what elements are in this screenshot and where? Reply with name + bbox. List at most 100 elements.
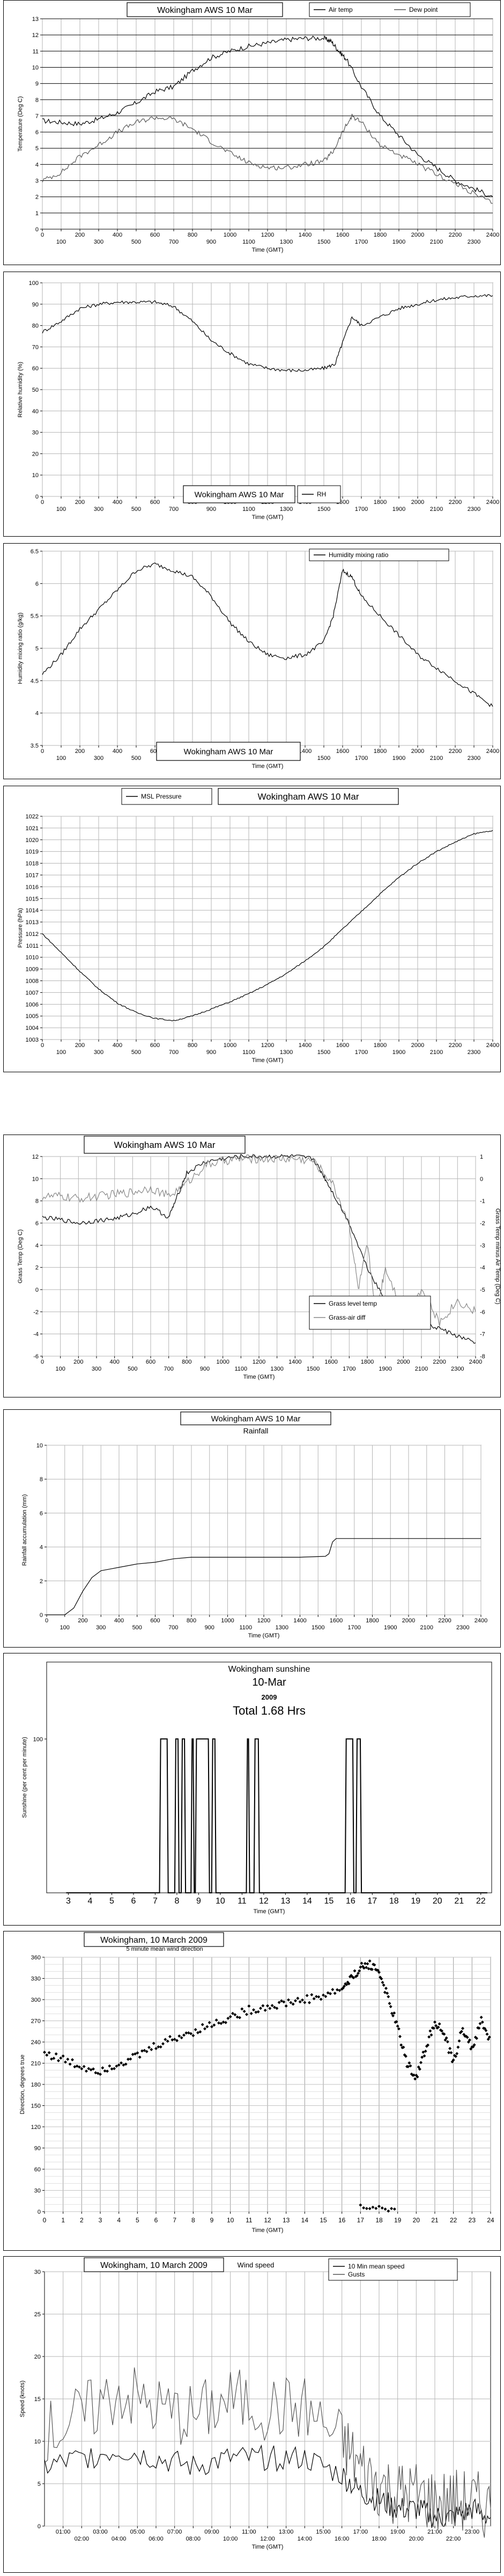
scatter-point [357,1972,360,1975]
x-tick-label: 2100 [415,1366,428,1372]
x-tick-label: 10 [216,1897,225,1906]
x-tick-label: 15:00 [316,2529,331,2535]
x-tick-label: 800 [188,1042,197,1049]
x-tick-label: 18 [389,1897,399,1906]
y-tick-label: 30 [34,2269,41,2275]
x-tick-label: 14:00 [298,2536,313,2542]
x-tick-label: 17 [367,1897,377,1906]
x-axis-label: Time (GMT) [254,1908,285,1915]
chart-subtitle: 5 minute mean wind direction [126,1946,203,1952]
x-tick-label: 2000 [411,748,424,755]
legend-label: Humidity mixing ratio [329,551,389,559]
scatter-point [291,2002,295,2006]
y-tick-label: 300 [31,1997,41,2003]
y-axis-label: Sunshine (per cent per minute) [21,1737,28,1818]
y-tick-label: 30 [32,430,39,436]
x-tick-label: 1400 [299,748,312,755]
scatter-point [358,1969,361,1973]
scatter-point [85,2069,88,2073]
y-tick-label: 1020 [26,837,39,844]
scatter-point [472,2043,476,2047]
scatter-point [399,2043,403,2047]
scatter-point [426,2043,429,2047]
y-tick-label: -6 [33,1353,39,1360]
x-tick-label: 100 [56,755,66,762]
x-tick-label: 1100 [242,506,255,513]
scatter-point [440,2029,443,2033]
scatter-point [194,2028,197,2031]
scatter-point [150,2047,153,2051]
x-tick-label: 1500 [317,239,330,245]
scatter-point [266,2004,269,2008]
y-tick-label: 10 [32,1176,39,1182]
scatter-point [469,2047,473,2051]
scatter-point [389,2004,392,2008]
y-tick-label: 6 [35,581,39,587]
y-tick-label: 90 [32,302,39,308]
y2-tick-label: -6 [480,1309,485,1315]
y-tick-label: 13 [32,16,39,23]
scatter-point [214,2018,218,2022]
legend-label: 10 Min mean speed [348,2263,404,2270]
x-tick-label: 200 [73,1359,83,1365]
x-tick-label: 600 [150,1042,160,1049]
x-tick-label: 14 [302,1897,312,1906]
x-tick-label: 12 [264,2216,271,2224]
scatter-point [368,1959,372,1963]
x-tick-label: 200 [75,499,85,506]
scatter-point [384,1986,388,1990]
y-tick-label: 12 [32,1154,39,1160]
scatter-point [429,2033,433,2037]
scatter-point [94,2071,98,2075]
x-tick-label: 200 [78,1618,87,1624]
scatter-point [161,2042,165,2046]
rainfall-chart-panel: 0 2 4 6 8 10 0 100 200 300 400 500 600 700 800 900 1000 1… [3,1409,501,1648]
scatter-point [45,2053,49,2057]
scatter-point [447,2051,450,2054]
x-tick-label: 3 [66,1897,71,1906]
x-tick-label: 100 [56,506,66,513]
x-axis-label: Time (GMT) [252,2544,284,2550]
y-tick-label: 1016 [26,884,39,890]
x-tick-label: 1500 [317,755,330,762]
scatter-point [224,2021,227,2024]
scatter-point [275,2007,279,2010]
x-tick-label: 21:00 [427,2529,442,2535]
x-tick-label: 11:00 [242,2529,256,2535]
x-tick-label: 2200 [449,1042,462,1049]
scatter-point [402,2045,405,2049]
scatter-point [347,1982,351,1986]
title-box [180,1411,331,1425]
scatter-point [173,2038,176,2041]
x-tick-label: 1200 [261,1042,274,1049]
title-box [84,1136,246,1154]
y2-tick-label: -5 [480,1287,485,1293]
scatter-point [43,2051,46,2054]
x-tick-label: 200 [75,1042,85,1049]
scatter-point [338,1988,342,1992]
scatter-point [124,2062,128,2066]
x-tick-label: 15 [324,1897,333,1906]
scatter-point [203,2027,206,2031]
scatter-point [423,2054,426,2058]
x-tick-label: 300 [96,1624,106,1631]
x-tick-label: 400 [109,1359,119,1365]
scatter-point [388,2002,391,2006]
scatter-point [362,1966,366,1970]
scatter-point [171,2038,174,2042]
scatter-point [177,2034,181,2038]
y2-tick-label: -2 [480,1220,485,1227]
title-box [127,2,283,17]
y-tick-label: 1015 [26,896,39,902]
chart-title: Wokingham sunshine [228,1665,310,1674]
y-tick-label: 10 [32,472,39,479]
scatter-point [391,2014,395,2018]
scatter-point [383,2207,387,2211]
x-tick-label: 7 [153,1897,158,1906]
y-tick-label: 70 [32,344,39,350]
scatter-point [228,2015,232,2018]
x-tick-label: 18:00 [372,2536,387,2542]
x-tick-label: 400 [113,748,122,755]
x-tick-label: 900 [206,239,216,245]
scatter-point [386,1992,389,1995]
